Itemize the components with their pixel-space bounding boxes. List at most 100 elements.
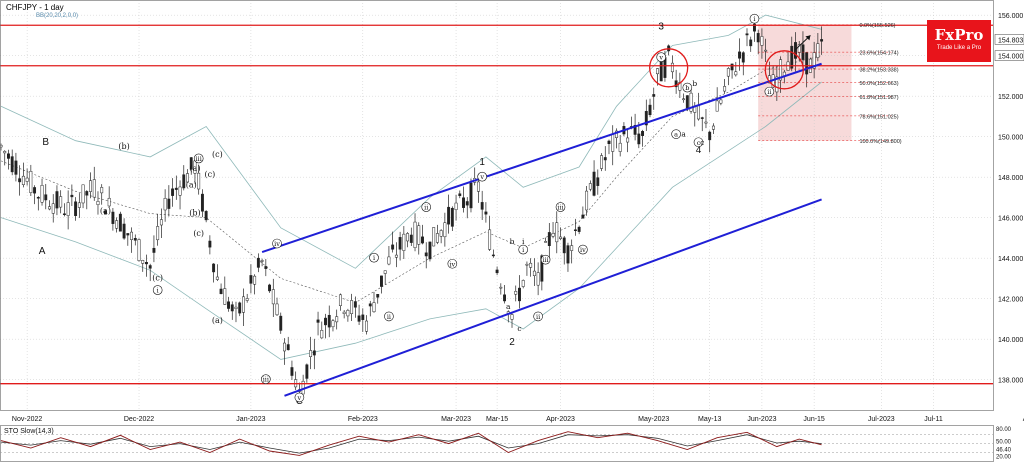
candle-body [163,198,167,211]
candle-body [525,263,529,266]
grid [0,3,993,410]
candle-body [532,270,536,276]
candle-body [238,302,242,314]
candle-body [103,210,107,215]
candle-body [44,194,48,201]
circled-wave-marker [749,13,760,24]
circled-wave-label: a [674,131,678,139]
fib-level-label: 0.0%(155.526) [859,23,895,29]
candle-body [74,201,78,216]
candle-body [7,153,10,159]
circled-wave-label: ii [767,88,771,96]
candle-body [465,201,469,206]
candle-body [607,140,611,144]
circled-wave-marker [294,392,305,403]
candle-body [327,314,331,328]
candle-body [611,133,615,152]
candle-body [562,237,566,254]
fib-level-label: 38.2%(153.338) [859,68,898,74]
candle-body [21,175,25,185]
circled-wave-marker [447,258,458,269]
letter-wave-label: b [510,237,515,246]
circled-wave-marker [272,238,282,249]
candle-body [704,121,708,124]
x-tick-label: Jun-2023 [747,416,776,423]
candle-body [633,124,637,135]
x-tick-label: Apr-2023 [546,416,575,423]
price-tag-label: 154.000 [998,54,1023,61]
candle-body [454,202,458,210]
candle-body [118,213,122,232]
candle-body [779,59,783,81]
candle-body [529,262,533,268]
channel-lines [261,62,822,397]
circled-wave-label: iv [274,240,280,248]
circled-wave-marker [152,285,163,295]
candle-body [700,117,704,119]
candle-body [350,300,354,314]
oscillator-tag: 20.00 [996,455,1012,461]
candle-body [290,367,294,376]
candle-body [335,316,339,323]
highlight-circle [649,48,689,88]
circled-wave-label: v [297,394,302,402]
candle-body [764,49,768,52]
candle-body [383,270,387,274]
circled-wave-marker [533,311,543,322]
paren-wave-label: (b) [189,209,200,218]
candle-body [745,33,749,36]
candle-body [85,191,89,196]
candle-body [253,275,257,285]
candle-body [197,172,201,190]
wave-label: 4 [696,145,702,156]
candle-body [432,227,436,247]
candle-body [738,51,741,59]
candle-body [111,211,115,224]
candle-body [66,202,70,216]
candle-body [592,171,596,196]
candle-body [178,186,182,196]
candle-body [790,45,794,69]
y-tick-label: 146.000 [998,216,1023,223]
candle-body [480,202,484,210]
candle-body [219,288,223,295]
candle-body [417,225,421,245]
candle-body [361,314,365,320]
x-tick-label: Mar-2023 [441,416,471,423]
candle-body [566,245,570,264]
candle-body [816,43,820,58]
candle-body [600,155,603,169]
candle-body [256,257,260,268]
bollinger-lower [0,81,822,360]
candle-body [346,310,350,317]
y-tick-label: 150.000 [998,135,1023,142]
candle-body [36,197,40,199]
wave-labels: ABC1234iviibacviiiivviiiiviiiiiiiiiiiiiv… [39,13,811,407]
candle-body [499,286,503,289]
stochastic-main-line [0,431,822,456]
candle-body [760,36,764,46]
candle-body [40,185,44,203]
candle-body [25,177,29,182]
candle-body [305,364,309,379]
candle-body [656,68,659,75]
candle-body [10,156,14,173]
paren-wave-label: (c) [212,150,223,159]
candle-body [167,198,171,209]
candle-body [491,254,495,257]
paren-wave-label: (a) [189,164,200,173]
candle-body [242,296,245,313]
circled-wave-marker [518,244,529,255]
letter-wave-label: i [522,237,525,246]
x-tick-label: Jun-15 [803,416,825,423]
wave-label: 1 [479,157,485,168]
candle-body [615,130,618,138]
candle-body [29,171,33,193]
candle-body [510,314,514,320]
circled-wave-label: iv [449,260,455,268]
x-tick-label: Aug-2023 [1023,416,1024,423]
candle-body [588,183,592,190]
circled-wave-label: ii [387,313,391,321]
letter-wave-label: a [506,302,511,311]
circled-wave-marker [261,374,271,384]
